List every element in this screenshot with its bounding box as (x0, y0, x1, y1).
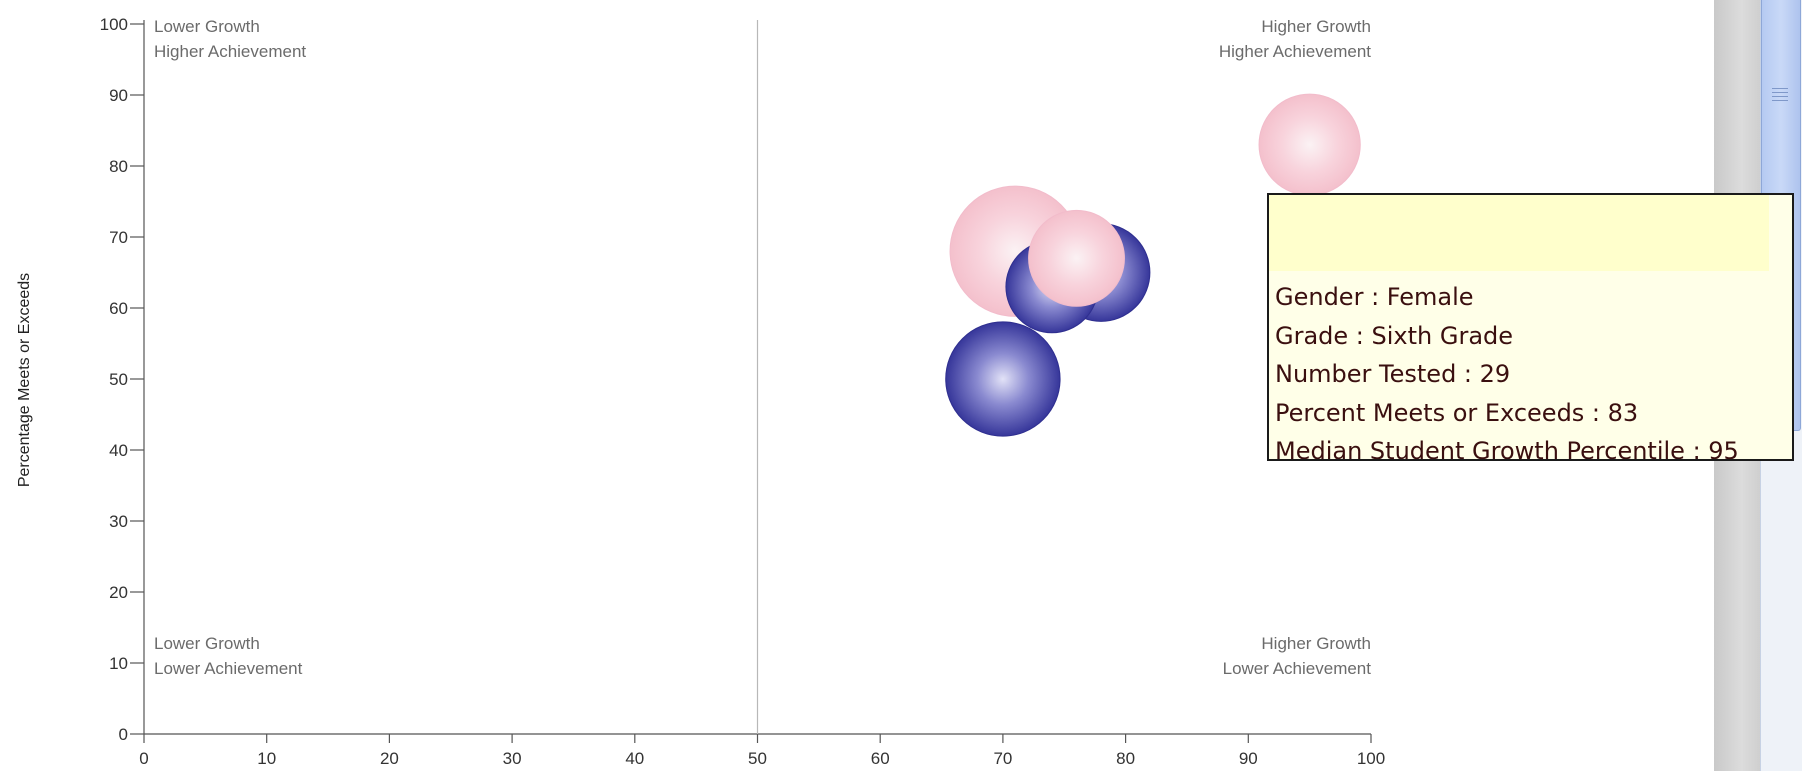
x-tick-label: 20 (380, 749, 399, 768)
tooltip: Gender : Female Grade : Sixth Grade Numb… (1267, 193, 1794, 461)
x-tick-label: 100 (1357, 749, 1385, 768)
x-tick-label: 30 (503, 749, 522, 768)
quadrant-label-bottom-left: Lower Growth (154, 634, 260, 653)
y-tick-label: 50 (109, 370, 128, 389)
x-tick-label: 90 (1239, 749, 1258, 768)
bubble-pink[interactable] (1258, 93, 1361, 196)
quadrant-labels: Lower Growth Higher Achievement Higher Gro… (154, 17, 1371, 678)
axes: 0 10 20 30 40 50 60 70 80 90 100 0 10 20 30 40 50 60 70 80 9… (100, 15, 1386, 768)
quadrant-label-bottom-right: Higher Growth (1261, 634, 1371, 653)
quadrant-label-top-left: Lower Growth (154, 17, 260, 36)
y-axis-title: Percentage Meets or Exceeds (16, 273, 33, 487)
x-tick-label: 80 (1116, 749, 1135, 768)
x-tick-label: 50 (748, 749, 767, 768)
y-tick-label: 90 (109, 86, 128, 105)
scrollbar-grip-icon (1772, 88, 1788, 102)
quadrant-label-bottom-right: Lower Achievement (1223, 659, 1372, 678)
x-tick-label: 40 (625, 749, 644, 768)
tooltip-median-growth: Median Student Growth Percentile : 95 (1275, 437, 1739, 461)
tooltip-percent-meets: Percent Meets or Exceeds : 83 (1275, 398, 1639, 427)
quadrant-label-top-right: Higher Growth (1261, 17, 1371, 36)
y-tick-label: 40 (109, 441, 128, 460)
bubbles (945, 93, 1361, 437)
tooltip-gender: Gender : Female (1275, 283, 1474, 311)
quadrant-label-top-right: Higher Achievement (1219, 42, 1371, 61)
x-tick-label: 10 (257, 749, 276, 768)
bubble-pink[interactable] (1028, 209, 1125, 307)
y-tick-label: 70 (109, 228, 128, 247)
x-tick-label: 60 (871, 749, 890, 768)
tooltip-header (1269, 195, 1769, 271)
x-tick-label: 0 (139, 749, 148, 768)
y-tick-label: 100 (100, 15, 128, 34)
y-tick-label: 20 (109, 583, 128, 602)
y-tick-label: 80 (109, 157, 128, 176)
y-tick-label: 0 (119, 725, 128, 744)
tooltip-lines: Gender : Female Grade : Sixth Grade Numb… (1275, 278, 1739, 461)
y-tick-label: 30 (109, 512, 128, 531)
x-tick-label: 70 (993, 749, 1012, 768)
tooltip-number-tested: Number Tested : 29 (1275, 360, 1511, 388)
y-tick-label: 60 (109, 299, 128, 318)
bubble-blue[interactable] (945, 321, 1061, 437)
quadrant-label-top-left: Higher Achievement (154, 42, 306, 61)
quadrant-label-bottom-left: Lower Achievement (154, 659, 303, 678)
y-tick-label: 10 (109, 654, 128, 673)
tooltip-grade: Grade : Sixth Grade (1275, 321, 1514, 350)
